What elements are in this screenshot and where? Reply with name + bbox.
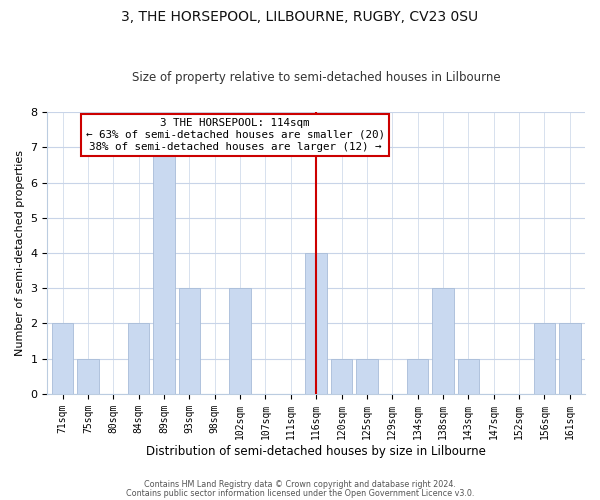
Bar: [77, 358, 99, 394]
Title: Size of property relative to semi-detached houses in Lilbourne: Size of property relative to semi-detach…: [132, 72, 500, 85]
Bar: [52, 324, 73, 394]
Bar: [179, 288, 200, 394]
Text: 3, THE HORSEPOOL, LILBOURNE, RUGBY, CV23 0SU: 3, THE HORSEPOOL, LILBOURNE, RUGBY, CV23…: [121, 10, 479, 24]
Bar: [533, 324, 555, 394]
Bar: [356, 358, 377, 394]
Bar: [128, 324, 149, 394]
Bar: [407, 358, 428, 394]
Bar: [432, 288, 454, 394]
Bar: [559, 324, 581, 394]
Bar: [458, 358, 479, 394]
Bar: [229, 288, 251, 394]
Bar: [331, 358, 352, 394]
Bar: [305, 253, 327, 394]
Text: 3 THE HORSEPOOL: 114sqm
← 63% of semi-detached houses are smaller (20)
38% of se: 3 THE HORSEPOOL: 114sqm ← 63% of semi-de…: [86, 118, 385, 152]
Text: Contains public sector information licensed under the Open Government Licence v3: Contains public sector information licen…: [126, 488, 474, 498]
X-axis label: Distribution of semi-detached houses by size in Lilbourne: Distribution of semi-detached houses by …: [146, 444, 486, 458]
Y-axis label: Number of semi-detached properties: Number of semi-detached properties: [15, 150, 25, 356]
Bar: [153, 148, 175, 394]
Text: Contains HM Land Registry data © Crown copyright and database right 2024.: Contains HM Land Registry data © Crown c…: [144, 480, 456, 489]
